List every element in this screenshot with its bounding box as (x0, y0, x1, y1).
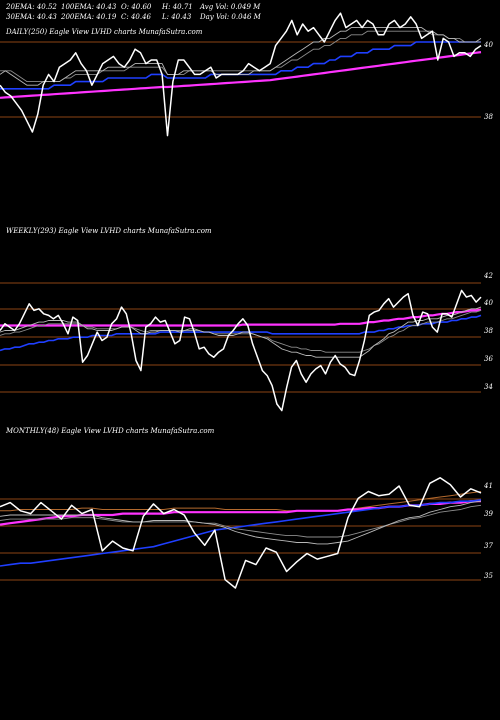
monthly-panel: MONTHLY(48) Eagle View LVHD charts Munaf… (0, 427, 493, 589)
monthly-ema-brown-line (0, 491, 482, 512)
ema200-stat: 200EMA: 40.19 (60, 13, 117, 21)
weekly-tick-42: 42 (483, 272, 493, 280)
open-stat: O: 40.60 (121, 3, 152, 11)
weekly-tick-36: 36 (484, 355, 493, 363)
monthly-tick-37: 37 (484, 542, 493, 550)
daily-ema30-line (0, 30, 481, 83)
daily-panel: DAILY(250) Eagle View LVHD charts Munafa… (0, 12, 493, 137)
weekly-tick-34: 34 (484, 383, 493, 391)
monthly-price-line (0, 477, 482, 589)
daily-panel-title: DAILY(250) Eagle View LVHD charts Munafa… (5, 28, 203, 36)
close-stat: C: 40.46 (121, 13, 152, 21)
daily-price-line (0, 12, 482, 137)
high-stat: H: 40.71 (161, 3, 193, 11)
daily-ema200-line (0, 51, 482, 99)
monthly-tick-35: 35 (484, 572, 493, 580)
weekly-panel: WEEKLY(293) Eagle View LVHD charts Munaf… (0, 227, 493, 412)
ema30-stat: 30EMA: 40.43 (6, 13, 57, 21)
monthly-ema100-line (0, 499, 482, 567)
ema20-stat: 20EMA: 40.52 (5, 3, 57, 11)
weekly-price-line (0, 289, 482, 412)
weekly-ema200-line (0, 308, 482, 327)
low-stat: L: 40.43 (161, 13, 192, 21)
weekly-ema30-line (0, 309, 482, 353)
daily-tick-40: 40 (483, 41, 493, 49)
weekly-ema20-line (0, 306, 482, 358)
weekly-tick-38: 38 (484, 327, 493, 335)
avg-vol-stat: Avg Vol: 0.049 M (199, 3, 261, 11)
weekly-panel-title: WEEKLY(293) Eagle View LVHD charts Munaf… (6, 227, 212, 235)
ema100-stat: 100EMA: 40.43 (61, 3, 117, 11)
monthly-ema30-line (0, 504, 482, 538)
monthly-tick-39: 39 (484, 510, 493, 518)
monthly-series (0, 477, 482, 589)
day-vol-stat: Day Vol: 0.046 M (199, 13, 262, 21)
monthly-tick-41: 41 (483, 482, 493, 490)
weekly-series (0, 289, 482, 412)
monthly-panel-title: MONTHLY(48) Eagle View LVHD charts Munaf… (5, 427, 215, 435)
daily-tick-38: 38 (484, 113, 493, 121)
header-stats: 20EMA: 40.52 30EMA: 40.43 100EMA: 40.43 … (5, 3, 262, 21)
monthly-ema20-line (0, 500, 482, 545)
weekly-tick-40: 40 (483, 299, 493, 307)
daily-series (0, 12, 482, 137)
